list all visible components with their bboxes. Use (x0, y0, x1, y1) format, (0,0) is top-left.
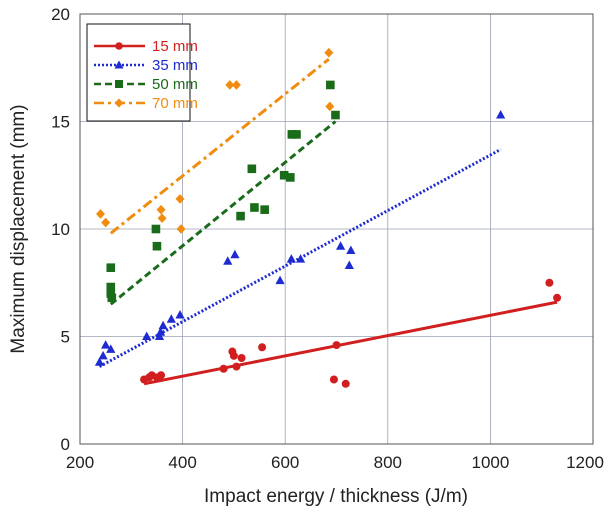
data-point-35mm (98, 350, 108, 360)
data-point-50mm (292, 130, 301, 139)
data-point-70mm (231, 80, 241, 90)
data-point-35mm (142, 331, 152, 340)
legend-label-15mm: 15 mm (152, 38, 198, 55)
data-point-70mm (324, 47, 334, 58)
data-point-35mm (344, 260, 354, 270)
data-point-35mm (496, 110, 506, 119)
data-point-35mm (295, 254, 306, 263)
data-point-35mm (101, 340, 111, 349)
data-point-70mm (176, 224, 186, 234)
legend: 15 mm 35 mm 50 mm 70 mm (86, 23, 198, 122)
x-tick-label: 1200 (566, 453, 604, 472)
y-tick-label: 10 (51, 220, 70, 239)
data-markers (94, 47, 562, 388)
data-point-50mm (236, 211, 245, 221)
data-point-50mm (151, 224, 161, 234)
fit-line-70mm (109, 57, 330, 235)
data-point-35mm (155, 327, 166, 336)
legend-label-35mm: 35 mm (152, 57, 198, 74)
legend-label-70mm: 70 mm (152, 95, 198, 112)
data-point-15mm (332, 341, 341, 350)
data-point-35mm (175, 310, 185, 319)
legend-entry: 50 mm (94, 76, 198, 93)
data-point-35mm (154, 331, 165, 340)
y-tick-label: 20 (51, 5, 70, 24)
legend-entry: 70 mm (94, 95, 198, 112)
data-point-50mm (152, 241, 162, 251)
data-point-50mm (279, 170, 289, 180)
data-point-15mm (553, 293, 562, 302)
y-tick-label: 0 (61, 435, 70, 454)
data-point-50mm (107, 293, 117, 303)
y-axis-title: Maximum displacement (mm) (8, 104, 29, 353)
data-point-35mm (230, 249, 240, 259)
data-point-70mm (225, 80, 235, 90)
legend-entry: 35 mm (94, 57, 198, 74)
data-point-50mm (260, 205, 269, 214)
y-ticks: 0 5 10 15 20 (51, 5, 70, 454)
data-point-35mm (275, 275, 285, 285)
legend-marker-35mm (114, 60, 124, 69)
legend-box (86, 23, 191, 122)
x-tick-label: 800 (374, 453, 402, 472)
data-point-50mm (106, 282, 116, 292)
data-point-35mm (286, 254, 296, 263)
data-point-35mm (94, 357, 105, 366)
data-point-50mm (331, 110, 340, 120)
data-point-35mm (223, 256, 233, 265)
data-point-70mm (175, 194, 185, 204)
fit-line-50mm (109, 120, 337, 306)
y-tick-label: 5 (61, 328, 70, 347)
data-point-15mm (229, 351, 238, 360)
data-point-15mm (232, 362, 241, 371)
data-point-15mm (157, 371, 166, 380)
data-point-35mm (106, 344, 116, 353)
legend-marker-50mm (115, 80, 123, 88)
data-point-50mm (287, 130, 297, 139)
data-point-70mm (101, 217, 111, 228)
data-point-15mm (237, 354, 246, 362)
legend-label-50mm: 50 mm (152, 76, 198, 93)
data-point-15mm (219, 364, 228, 373)
data-point-35mm (336, 241, 346, 250)
x-tick-label: 600 (271, 453, 299, 472)
data-point-50mm (250, 203, 259, 212)
x-tick-label: 1000 (471, 453, 509, 472)
y-tick-label: 15 (51, 113, 70, 132)
x-ticks: 200 400 600 800 1000 1200 (66, 453, 604, 472)
data-point-70mm (157, 213, 167, 224)
data-point-35mm (346, 245, 356, 254)
data-point-70mm (96, 209, 106, 219)
plot-area-frame (79, 13, 594, 445)
data-point-35mm (166, 314, 176, 323)
data-point-50mm (326, 80, 335, 90)
fit-line-15mm (143, 300, 558, 386)
data-point-15mm (545, 278, 554, 287)
data-point-50mm (106, 263, 116, 272)
legend-marker-15mm (115, 42, 123, 50)
data-point-15mm (341, 379, 350, 388)
x-axis-title: Impact energy / thickness (J/m) (204, 486, 468, 507)
legend-marker-70mm (114, 98, 124, 108)
data-point-50mm (247, 164, 257, 174)
data-point-70mm (325, 101, 335, 112)
data-point-50mm (286, 173, 295, 182)
data-point-15mm (258, 343, 267, 352)
data-point-70mm (156, 204, 166, 215)
x-tick-label: 400 (168, 453, 196, 472)
legend-entry: 15 mm (94, 38, 198, 55)
x-tick-label: 200 (66, 453, 94, 472)
data-point-15mm (329, 375, 338, 384)
data-point-35mm (158, 320, 168, 330)
